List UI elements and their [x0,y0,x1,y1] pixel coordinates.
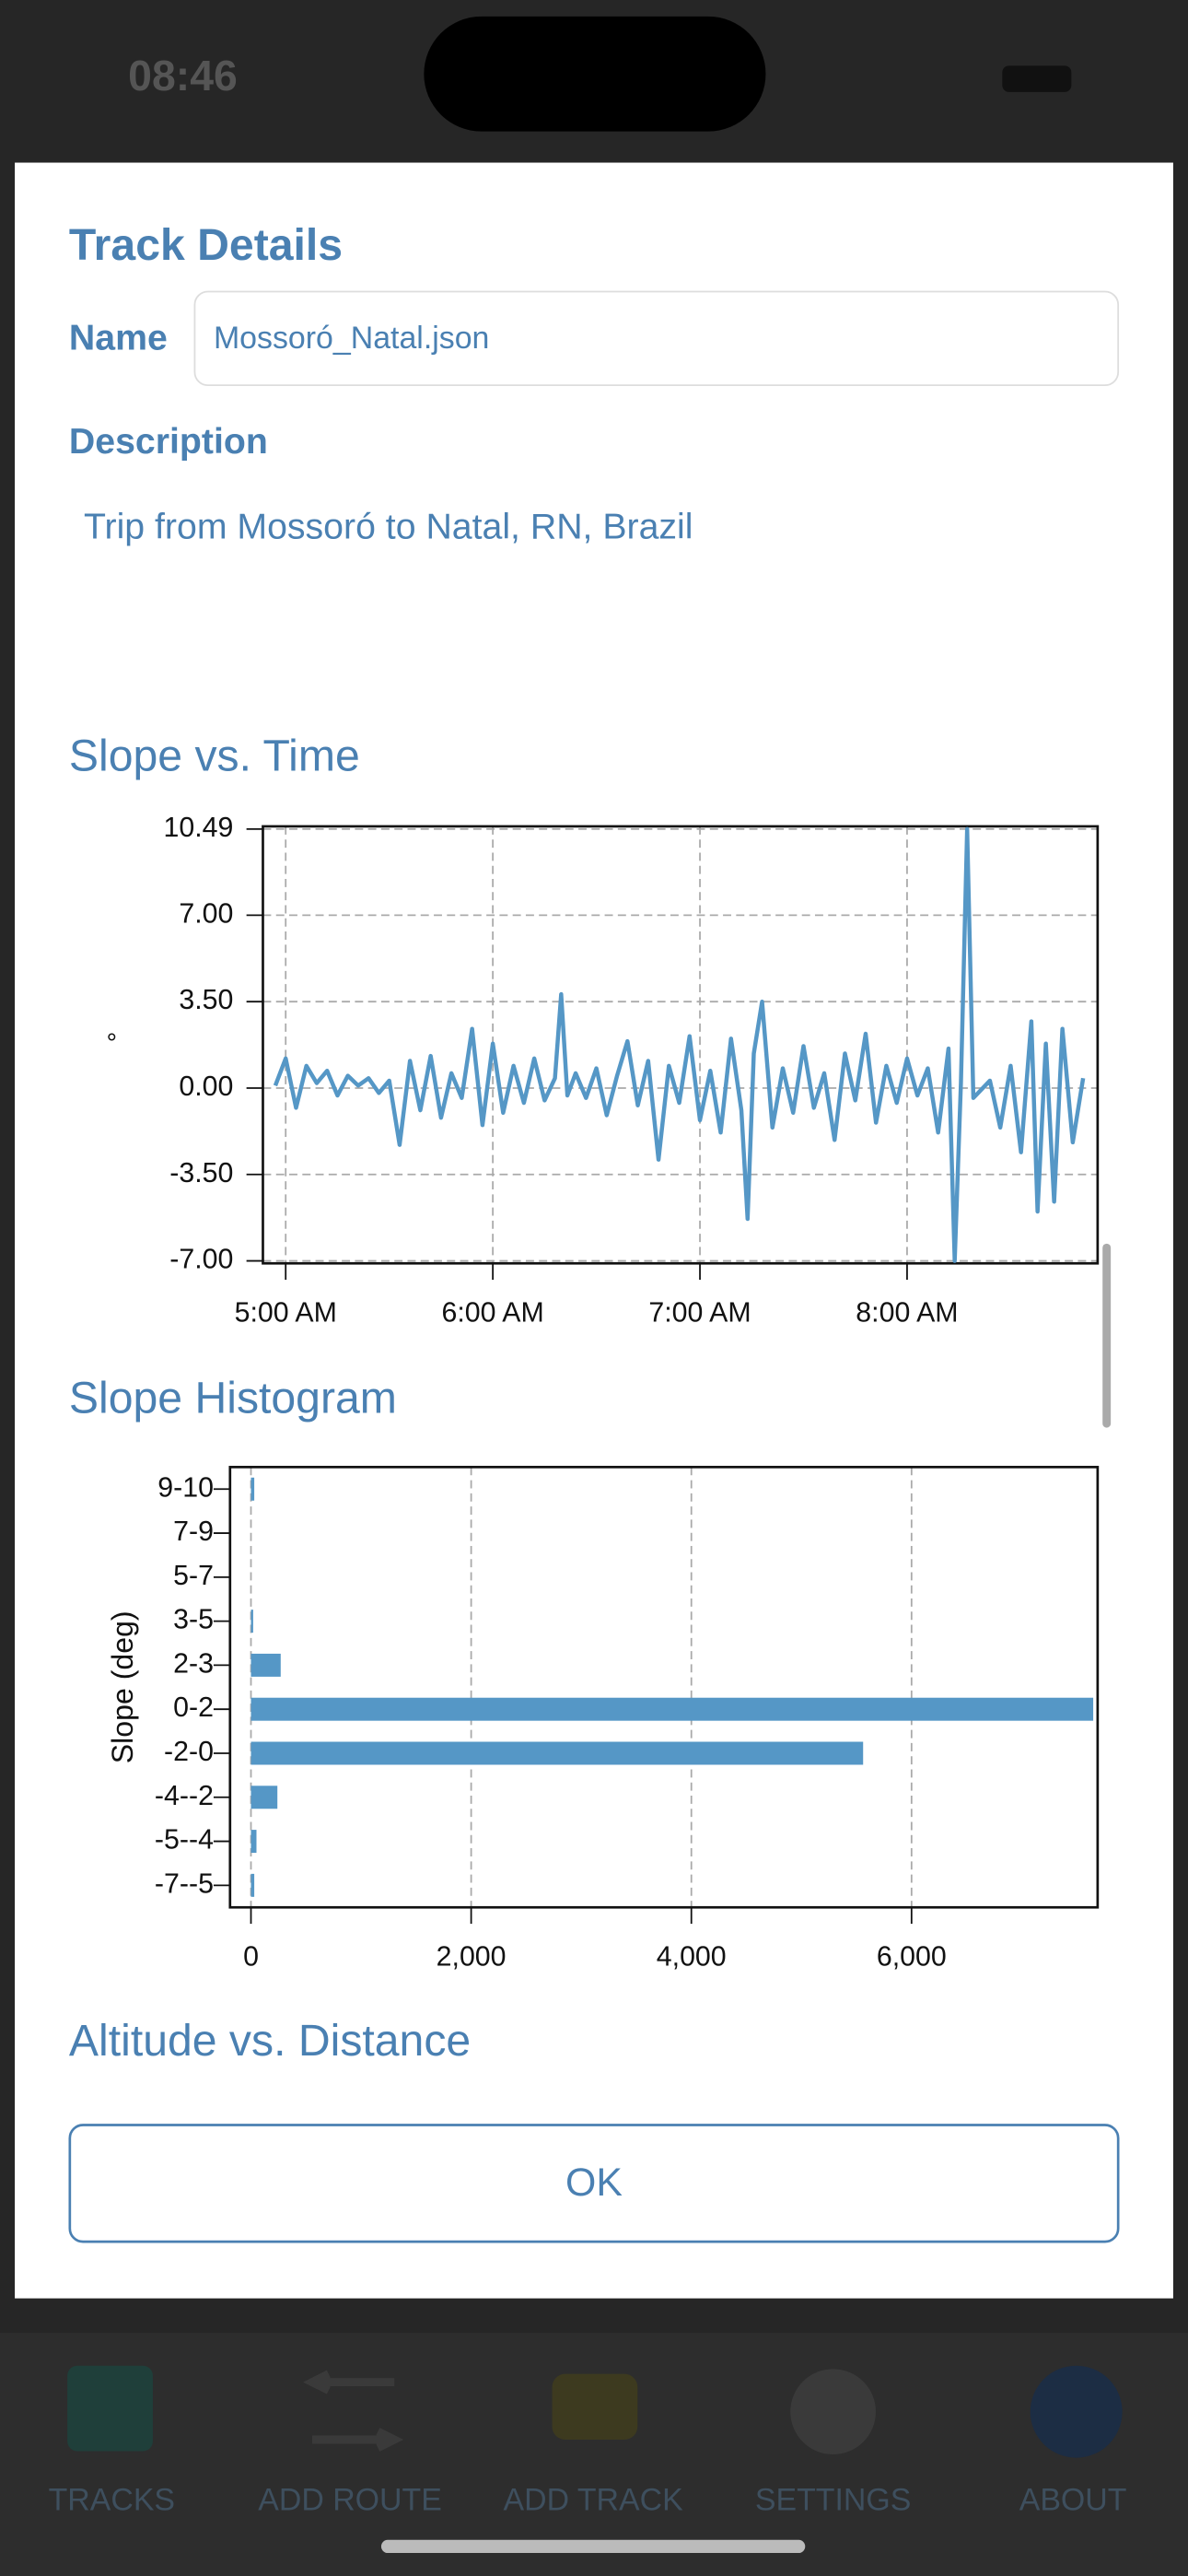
dialog-title: Track Details [69,220,343,270]
y-tick-label: -2-0 [164,1737,214,1767]
description-label: Description [69,421,268,462]
plot-frame [228,1466,1100,1909]
bar [250,1830,257,1854]
tracks-icon[interactable] [67,2365,153,2452]
x-tick-label: 4,000 [657,1942,727,1973]
bar [250,1786,278,1809]
tab-bar [0,2333,1188,2576]
tab-label[interactable]: SETTINGS [755,2483,911,2518]
x-tick-label: 6:00 AM [442,1298,544,1329]
bar [250,1697,1094,1721]
bar [250,1741,864,1765]
y-tick-label: 5-7 [173,1561,214,1591]
plot-frame [262,825,1100,1265]
y-tick-label: 2-3 [173,1648,214,1679]
bar [250,1477,255,1501]
bar [250,1610,253,1633]
y-tick-label: 7-9 [173,1516,214,1547]
y-tick-label: 0.00 [179,1071,233,1102]
add-route-icon[interactable] [303,2370,404,2452]
y-tick-label: -4--2 [155,1781,214,1811]
tab-label[interactable]: ABOUT [1019,2483,1127,2518]
bar [250,1653,281,1677]
name-value: Mossoró_Natal.json [214,321,489,356]
y-tick-label: 3.50 [179,985,233,1015]
status-time: 08:46 [128,52,238,100]
x-tick-label: 6,000 [877,1942,947,1973]
y-tick-label: -7.00 [169,1245,233,1275]
scrollbar [1102,1243,1112,1428]
description-value[interactable]: Trip from Mossoró to Natal, RN, Brazil [84,507,693,547]
add-track-icon[interactable] [552,2373,638,2440]
section-title: Slope vs. Time [69,732,360,781]
slope-line [273,826,1086,1263]
x-tick-label: 2,000 [437,1942,507,1973]
ok-button[interactable] [68,2124,1120,2243]
x-tick-label: 5:00 AM [235,1298,337,1329]
dynamic-island [424,16,766,132]
y-tick-label: 3-5 [173,1605,214,1635]
y-tick-label: -5--4 [155,1825,214,1856]
x-tick-label: 0 [243,1942,259,1973]
battery [1002,65,1072,92]
y-tick-label: 9-10 [157,1472,214,1503]
section-title: Slope Histogram [69,1374,397,1423]
y-tick-label: 7.00 [179,898,233,929]
home-indicator [380,2539,806,2554]
name-input[interactable] [193,290,1120,387]
y-tick-label: -3.50 [169,1158,233,1188]
tab-label[interactable]: ADD TRACK [504,2483,684,2518]
y-axis-label: Slope (deg) [106,1610,139,1763]
tab-label[interactable]: ADD ROUTE [258,2483,442,2518]
section-title: Altitude vs. Distance [69,2016,471,2066]
dialog [15,162,1173,2299]
x-tick-label: 8:00 AM [856,1298,958,1329]
name-label: Name [69,317,168,357]
y-tick-label: 0-2 [173,1692,214,1723]
ok-label: OK [565,2160,623,2205]
y-axis-label: ° [107,1029,117,1059]
x-tick-label: 7:00 AM [648,1298,751,1329]
about-icon[interactable] [1030,2365,1123,2458]
y-tick-label: 10.49 [163,813,233,843]
bar [250,1873,255,1897]
settings-icon[interactable] [790,2369,876,2455]
y-tick-label: -7--5 [155,1868,214,1899]
tab-label[interactable]: TRACKS [49,2483,175,2518]
